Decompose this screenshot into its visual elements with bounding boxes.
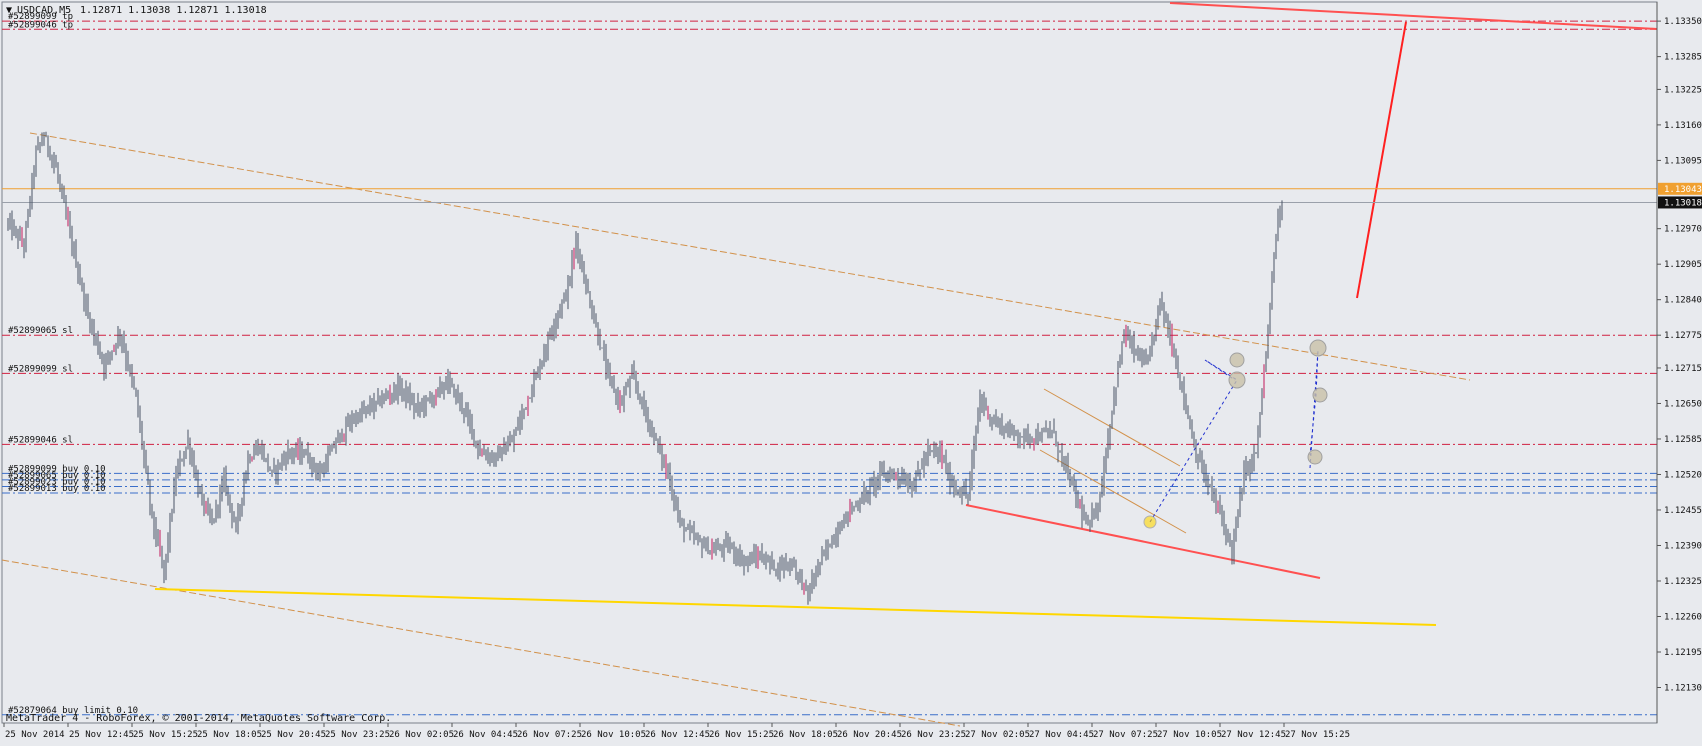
price-tick-label: 1.12585 <box>1664 435 1702 445</box>
time-tick-label: 25 Nov 12:45 <box>69 730 134 740</box>
red-upper-trendline[interactable] <box>1169 2 1658 30</box>
time-tick-label: 26 Nov 12:45 <box>645 730 710 740</box>
channel-upper-line[interactable] <box>29 132 1471 381</box>
time-tick-label: 25 Nov 15:25 <box>133 730 198 740</box>
ohlc-values: 1.12871 1.13038 1.12871 1.13018 <box>80 5 267 16</box>
time-tick-label: 27 Nov 12:45 <box>1221 730 1286 740</box>
order-label: #52899046 sl <box>8 435 73 445</box>
trade-marker[interactable] <box>1228 371 1246 389</box>
trade-history-path-2 <box>1309 349 1319 469</box>
order-label: #52899065 sl <box>8 326 73 336</box>
ask-price-tag <box>1658 182 1702 195</box>
price-tick-label: 1.12905 <box>1664 260 1702 270</box>
order-label: #52899099 tp <box>8 12 73 22</box>
time-tick-label: 27 Nov 15:25 <box>1285 730 1350 740</box>
support-trendline[interactable] <box>154 588 1437 626</box>
time-tick-label: 26 Nov 15:25 <box>709 730 774 740</box>
time-tick-label: 26 Nov 04:45 <box>453 730 518 740</box>
price-tick-label: 1.12650 <box>1664 399 1702 409</box>
price-axis[interactable]: 1.13350 1.13285 1.13225 1.13160 1.13095 1.130… <box>1656 2 1702 723</box>
order-label: #52899046 tp <box>8 20 73 30</box>
time-tick-label: 26 Nov 23:25 <box>901 730 966 740</box>
price-tick-label: 1.13160 <box>1664 121 1702 131</box>
price-tick-label: 1.13043 <box>1664 185 1702 195</box>
price-tick-label: 1.12520 <box>1664 470 1702 480</box>
price-tick-label: 1.13285 <box>1664 53 1702 63</box>
channel-lower-line[interactable] <box>1 559 961 727</box>
time-tick-label: 25 Nov 20:45 <box>261 730 326 740</box>
price-tick-label: 1.12970 <box>1664 225 1702 235</box>
trade-history-path-1 <box>1149 359 1238 523</box>
price-tick-label: 1.12775 <box>1664 331 1702 341</box>
red-lower-trendline[interactable] <box>965 504 1321 579</box>
price-tick-label: 1.12455 <box>1664 506 1702 516</box>
order-label: #52899099 sl <box>8 364 73 374</box>
time-tick-label: 25 Nov 23:25 <box>325 730 390 740</box>
order-label: #52899023 buy 0.10 <box>8 477 106 487</box>
copyright-text: MetaTrader 4 - RoboForex, © 2001-2014, M… <box>6 713 391 724</box>
order-label: #52899065 buy 0.10 <box>8 471 106 481</box>
time-tick-label: 27 Nov 10:05 <box>1157 730 1222 740</box>
trade-marker[interactable] <box>1229 352 1245 368</box>
trade-marker[interactable] <box>1143 515 1157 529</box>
order-label: #52899099 buy 0.10 <box>8 464 106 474</box>
time-tick-label: 26 Nov 18:05 <box>773 730 838 740</box>
bid-price-tag <box>1658 196 1702 209</box>
price-tick-label: 1.13350 <box>1664 17 1702 27</box>
order-labels: #52899099 tp#52899046 tp #52899065 sl #528… <box>8 12 138 716</box>
time-tick-label: 27 Nov 02:05 <box>965 730 1030 740</box>
price-tick-label: 1.12130 <box>1664 683 1702 693</box>
red-projection-arrow[interactable] <box>1356 21 1407 299</box>
candles <box>7 131 1283 605</box>
price-tick-label: 1.12260 <box>1664 612 1702 622</box>
trade-marker[interactable] <box>1307 449 1323 465</box>
time-tick-label: 27 Nov 04:45 <box>1029 730 1094 740</box>
chart-menu-icon[interactable]: ▼ <box>6 5 12 16</box>
price-tick-label: 1.13095 <box>1664 156 1702 166</box>
chart-header: ▼ USDCAD,M5 1.12871 1.13038 1.12871 1.13… <box>6 5 267 16</box>
time-tick-label: 26 Nov 02:05 <box>389 730 454 740</box>
time-tick-label: 27 Nov 07:25 <box>1093 730 1158 740</box>
time-tick-label: 26 Nov 10:05 <box>581 730 646 740</box>
time-tick-label: 25 Nov 18:05 <box>197 730 262 740</box>
symbol-label: USDCAD,M5 <box>17 5 71 16</box>
price-tick-label: 1.12325 <box>1664 577 1702 587</box>
ask-bid-lines <box>2 188 1657 203</box>
time-tick-label: 26 Nov 20:45 <box>837 730 902 740</box>
trade-marker[interactable] <box>1309 339 1327 357</box>
price-tick-label: 1.12195 <box>1664 648 1702 658</box>
price-tick-label: 1.12390 <box>1664 541 1702 551</box>
order-label: #52899013 buy 0.10 <box>8 484 106 494</box>
price-tick-label: 1.12840 <box>1664 296 1702 306</box>
time-tick-label: 25 Nov 2014 <box>5 730 65 740</box>
price-tick-label: 1.12715 <box>1664 364 1702 374</box>
price-tick-label: 1.13018 <box>1664 198 1702 208</box>
time-tick-label: 26 Nov 07:25 <box>517 730 582 740</box>
trade-marker[interactable] <box>1312 387 1328 403</box>
price-tick-label: 1.13225 <box>1664 85 1702 95</box>
order-lines <box>2 20 1657 716</box>
order-label: #52879064 buy limit 0.10 <box>8 706 138 716</box>
